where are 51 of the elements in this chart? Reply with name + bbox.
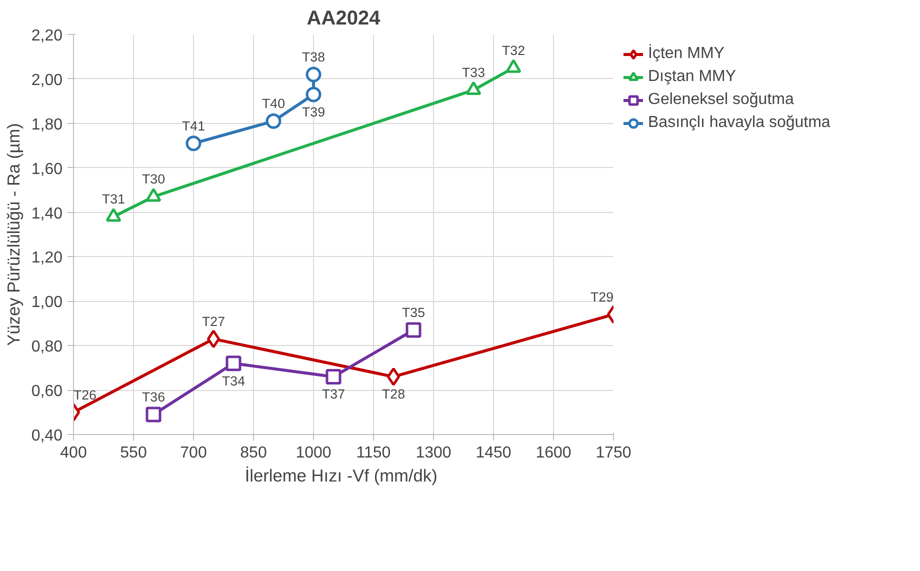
x-tick-label: 1000 [296,444,332,462]
x-tick-label: 850 [240,444,267,462]
x-tick-label: 1150 [356,444,391,462]
x-tick-label: 700 [180,444,207,462]
y-tick-label: 2,00 [31,72,63,89]
chart-title: AA2024 [306,8,382,30]
annotation: T36 [142,390,165,404]
y-tick-label: 1,60 [31,160,63,178]
annotation: T31 [102,192,125,207]
annotation: T28 [382,386,405,402]
y-tick-label: 1,20 [31,250,63,267]
annotation: T27 [202,314,225,329]
y-tick-label: 1,80 [31,116,63,134]
point [146,406,162,422]
legend-label: Basınçlı havayla soğutma [648,114,830,132]
annotation: T39 [302,104,325,120]
x-tick-label: 1600 [536,444,572,462]
annotation: T32 [502,42,525,58]
point [266,113,282,129]
point [326,368,342,384]
point [306,86,322,102]
legend-label: Dıştan MMY [648,68,736,86]
y-tick-label: 1,00 [31,294,63,312]
annotation: T30 [142,172,165,187]
annotation: T34 [222,373,246,388]
x-tick-label: 1750 [596,444,632,462]
annotation: T41 [182,118,205,134]
annotation: T33 [462,65,485,80]
annotation: T26 [74,387,96,402]
x-tick-label: 1450 [476,444,512,462]
y-tick-label: 0,40 [31,428,63,444]
annotation: T38 [302,50,325,64]
x-tick-label: 1300 [416,444,452,462]
annotation: T29 [590,290,614,304]
y-tick-label: 1,40 [31,205,63,222]
x-axis-title: İlerleme Hızı -Vf (mm/dk) [244,466,438,486]
annotation: T35 [402,305,425,320]
point [406,322,422,338]
point [226,356,242,372]
point [186,136,202,152]
annotation: T40 [262,96,285,112]
y-tick-label: 0,80 [31,338,63,356]
x-tick-label: 400 [60,444,87,462]
point [306,66,322,82]
y-axis-title: Yüzey Pürüzlülüğü - Ra (µm) [3,123,24,346]
y-tick-label: 2,20 [31,28,63,44]
annotation: T37 [322,386,345,402]
x-tick-label: 550 [120,444,147,462]
legend-label: İçten MMY [648,45,724,63]
legend-label: Geleneksel soğutma [648,91,794,109]
y-tick-label: 0,60 [31,383,63,400]
